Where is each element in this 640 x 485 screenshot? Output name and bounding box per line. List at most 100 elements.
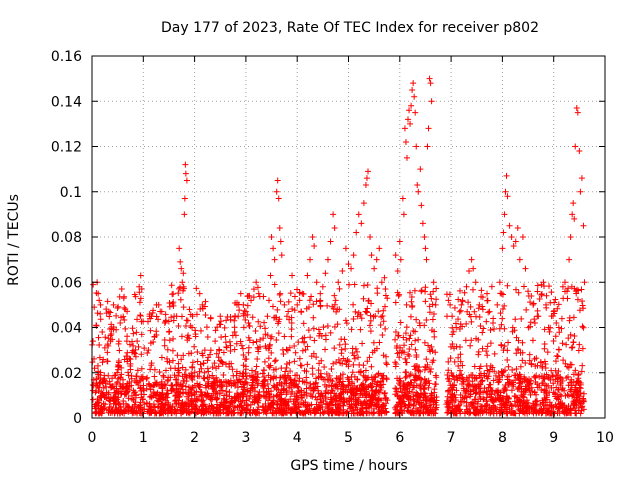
roti-point	[178, 265, 185, 272]
roti-point	[467, 303, 474, 310]
roti-point	[416, 394, 423, 401]
roti-point	[401, 382, 408, 389]
roti-point	[129, 338, 136, 345]
roti-point	[232, 313, 239, 320]
roti-point	[285, 298, 292, 305]
roti-point	[342, 245, 349, 252]
roti-point	[525, 288, 532, 295]
roti-point	[579, 298, 586, 305]
roti-point	[320, 324, 327, 331]
roti-point	[502, 384, 509, 391]
roti-point	[550, 380, 557, 387]
roti-point	[407, 371, 414, 378]
roti-point	[130, 330, 137, 337]
roti-point	[355, 211, 362, 218]
roti-point	[262, 331, 269, 338]
roti-point	[325, 405, 332, 412]
roti-point	[394, 375, 401, 382]
roti-point	[490, 315, 497, 322]
roti-point	[363, 375, 370, 382]
roti-point	[430, 288, 437, 295]
roti-point	[376, 245, 383, 252]
roti-point	[416, 364, 423, 371]
roti-point	[528, 292, 535, 299]
roti-point	[423, 316, 430, 323]
roti-point	[173, 410, 180, 417]
roti-point	[136, 299, 143, 306]
roti-point	[500, 229, 507, 236]
roti-point	[530, 300, 537, 307]
roti-point	[533, 372, 540, 379]
roti-point	[426, 402, 433, 409]
roti-point	[478, 287, 485, 294]
roti-point	[92, 389, 99, 396]
roti-point	[444, 393, 451, 400]
roti-point	[138, 374, 145, 381]
roti-point	[576, 307, 583, 314]
roti-point	[421, 234, 428, 240]
roti-point	[332, 297, 339, 304]
roti-point	[95, 402, 102, 409]
roti-point	[237, 338, 244, 345]
roti-point	[286, 383, 293, 390]
roti-point	[496, 325, 503, 332]
roti-point	[380, 307, 387, 314]
roti-point	[260, 409, 267, 416]
roti-point	[289, 381, 296, 388]
roti-point	[411, 93, 418, 100]
roti-point	[259, 370, 266, 377]
roti-point	[428, 295, 435, 302]
roti-point	[170, 290, 177, 297]
roti-point	[231, 329, 238, 336]
roti-point	[136, 289, 143, 296]
roti-point	[397, 378, 404, 385]
roti-point	[374, 290, 381, 297]
roti-point	[530, 301, 537, 308]
roti-point	[536, 407, 543, 414]
roti-point	[226, 360, 233, 367]
roti-point	[344, 357, 351, 364]
roti-point	[116, 401, 123, 408]
roti-point	[372, 374, 379, 381]
roti-point	[196, 384, 203, 391]
roti-point	[513, 286, 520, 293]
roti-point	[121, 356, 128, 363]
roti-point	[342, 317, 349, 324]
roti-point	[322, 270, 329, 277]
roti-point	[550, 389, 557, 396]
roti-point	[268, 402, 275, 409]
roti-point	[540, 279, 547, 286]
roti-point	[564, 406, 571, 413]
roti-point	[377, 322, 384, 329]
roti-point	[309, 393, 316, 400]
roti-point	[248, 382, 255, 389]
roti-point	[127, 366, 134, 373]
roti-point	[217, 318, 224, 325]
roti-point	[451, 358, 458, 365]
roti-point	[479, 294, 486, 301]
roti-point	[133, 329, 140, 336]
roti-point	[450, 382, 457, 389]
axes-layer: 0 1 2 3 4 5 6 7 8 9 10 0 0.02 0.04 0.06 0.08 0.1 0.12 0.14…	[51, 49, 614, 446]
roti-point	[345, 397, 352, 404]
roti-point	[368, 383, 375, 390]
roti-point	[518, 315, 525, 322]
roti-point	[403, 301, 410, 308]
roti-point	[107, 338, 114, 345]
roti-point	[538, 292, 545, 299]
roti-point	[354, 348, 361, 355]
roti-point	[413, 143, 420, 150]
roti-point	[188, 390, 195, 397]
roti-point	[168, 282, 175, 289]
roti-point	[490, 399, 497, 406]
roti-point	[563, 341, 570, 348]
roti-point	[122, 400, 129, 407]
roti-point	[160, 373, 167, 380]
roti-point	[101, 372, 108, 379]
roti-point	[128, 395, 135, 402]
roti-point	[133, 373, 140, 380]
roti-point	[96, 342, 103, 349]
roti-point	[572, 410, 579, 417]
roti-point	[296, 289, 303, 296]
roti-point	[198, 388, 205, 395]
